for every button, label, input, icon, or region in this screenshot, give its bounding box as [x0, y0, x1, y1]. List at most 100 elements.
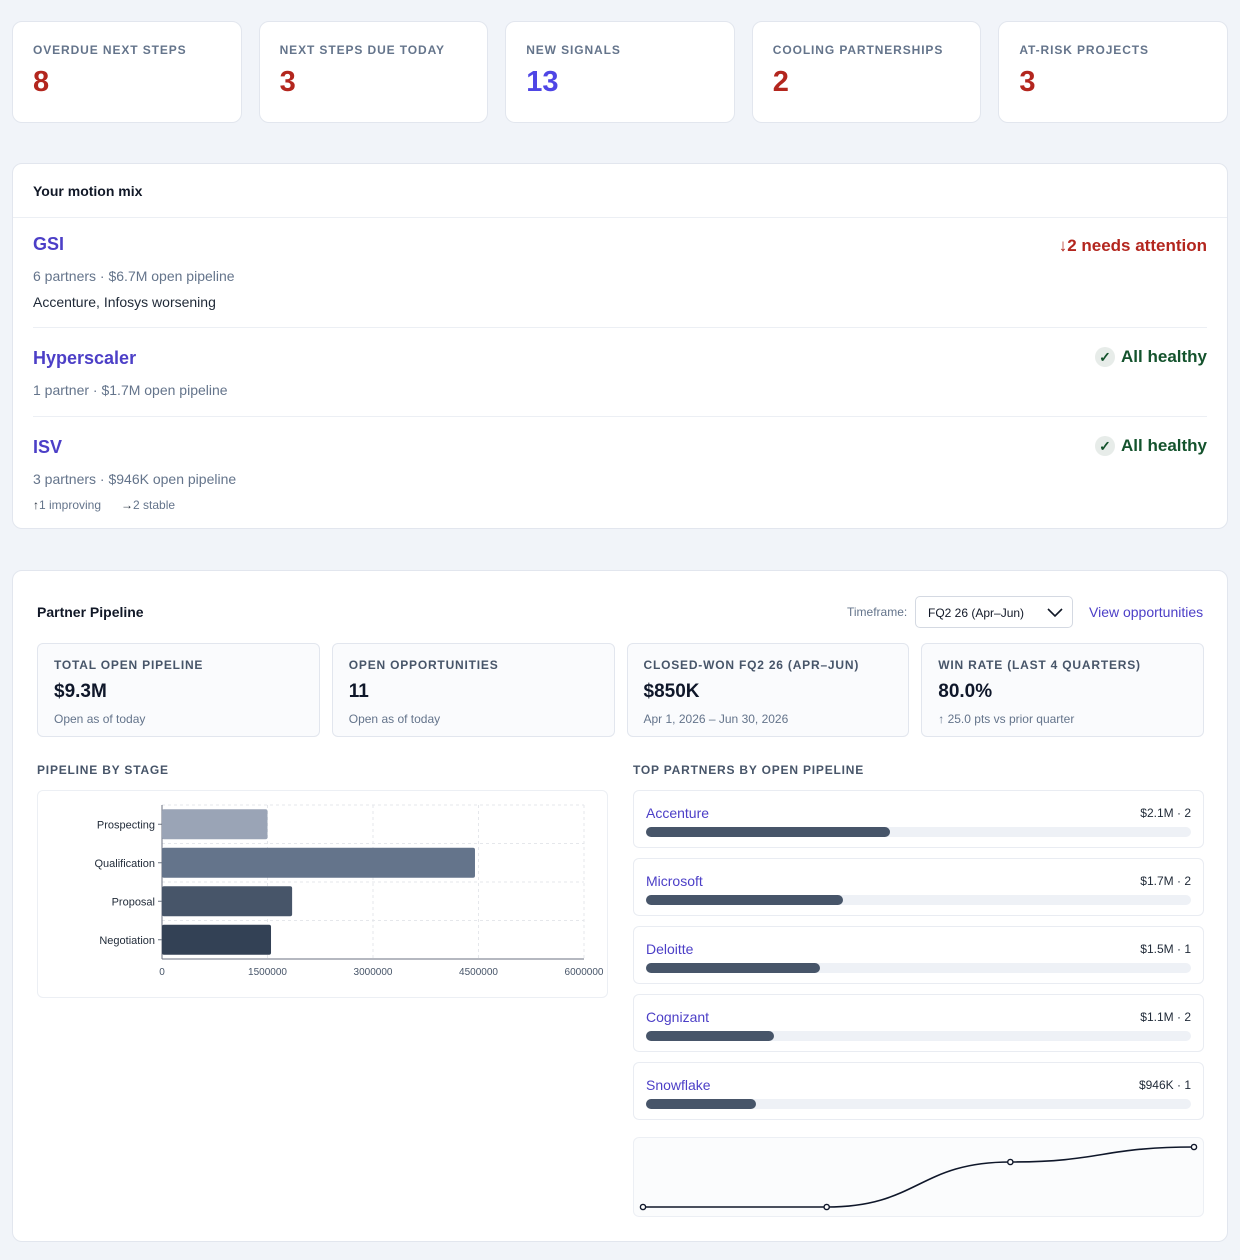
trend-stable: →2 stable: [121, 498, 175, 512]
kpi-card-cooling[interactable]: COOLING PARTNERSHIPS 2: [751, 21, 982, 123]
trend-stable-label: 2 stable: [133, 498, 176, 512]
motion-name[interactable]: ISV: [33, 437, 63, 457]
motion-status-group: ✓ All healthy: [1095, 347, 1207, 367]
partner-value: $1.7M · 2: [1140, 874, 1191, 888]
partner-row-accenture[interactable]: Accenture $2.1M · 2: [633, 790, 1204, 848]
top-partners-label: TOP PARTNERS BY OPEN PIPELINE: [633, 763, 865, 777]
partner-value: $1.1M · 2: [1140, 1010, 1191, 1024]
top-partners-list: Accenture $2.1M · 2 Microsoft $1.7M · 2 …: [633, 790, 1204, 1130]
partner-value: $2.1M · 2: [1140, 806, 1191, 820]
x-tick-label: 4500000: [459, 967, 498, 978]
trend-point[interactable]: [639, 1203, 647, 1211]
partner-name[interactable]: Cognizant: [646, 1009, 710, 1025]
motion-row-hyperscaler[interactable]: Hyperscaler ✓ All healthy 1 partner · $1…: [33, 328, 1207, 417]
partner-bar-fill: [646, 827, 890, 837]
motion-meta: 6 partners · $6.7M open pipeline: [33, 268, 235, 284]
partner-name[interactable]: Microsoft: [646, 873, 703, 889]
timeframe-select[interactable]: FQ2 26 (Apr–Jun): [915, 596, 1073, 628]
motion-name[interactable]: GSI: [33, 234, 65, 254]
pipeline-stats: TOTAL OPEN PIPELINE $9.3M Open as of tod…: [37, 643, 1204, 737]
bar-negotiation[interactable]: [162, 924, 272, 955]
kpi-value: 13: [526, 66, 559, 98]
partner-bar-track: [646, 1031, 1191, 1041]
x-tick-label: 0: [159, 967, 165, 978]
check-icon: ✓: [1095, 436, 1116, 456]
trend-point[interactable]: [1190, 1143, 1198, 1151]
kpi-value: 3: [279, 66, 296, 98]
partner-bar-fill: [646, 895, 844, 905]
trend-point[interactable]: [823, 1203, 830, 1211]
x-tick-label: 6000000: [565, 967, 604, 978]
y-tick-label: Prospecting: [97, 819, 155, 831]
partner-bar-fill: [646, 1099, 756, 1109]
partner-name[interactable]: Accenture: [646, 805, 710, 821]
motion-row-isv[interactable]: ISV ✓ All healthy 3 partners · $946K ope…: [33, 417, 1207, 529]
stat-value: $850K: [643, 681, 700, 702]
stat-sub: Open as of today: [348, 712, 441, 726]
pipeline-trend-chart: [633, 1137, 1204, 1217]
pipeline-by-stage-label: PIPELINE BY STAGE: [37, 763, 169, 777]
stat-sub: Apr 1, 2026 – Jun 30, 2026: [643, 712, 789, 726]
partner-bar-fill: [646, 1031, 774, 1041]
stat-value: $9.3M: [54, 681, 107, 702]
bar-proposal[interactable]: [162, 886, 293, 917]
kpi-label: AT-RISK PROJECTS: [1019, 43, 1149, 57]
stat-win-rate: WIN RATE (LAST 4 QUARTERS) 80.0% ↑ 25.0 …: [921, 643, 1204, 737]
partner-row-cognizant[interactable]: Cognizant $1.1M · 2: [633, 994, 1204, 1052]
y-tick-label: Qualification: [94, 858, 155, 870]
stat-sub: Open as of today: [54, 712, 146, 726]
motion-status: All healthy: [1121, 436, 1207, 455]
timeframe-value: FQ2 26 (Apr–Jun): [928, 606, 1025, 620]
kpi-card-due-today[interactable]: NEXT STEPS DUE TODAY 3: [258, 21, 489, 123]
trend-improving-label: 1 improving: [39, 498, 102, 512]
chevron-down-icon: [1047, 608, 1063, 618]
pipeline-title: Partner Pipeline: [37, 604, 144, 620]
motion-mix-title: Your motion mix: [13, 164, 1227, 218]
partner-row-deloitte[interactable]: Deloitte $1.5M · 1: [633, 926, 1204, 984]
y-tick-label: Negotiation: [99, 935, 155, 947]
trend-improving: ↑1 improving: [33, 498, 101, 512]
trend-line: [643, 1146, 1195, 1208]
stat-label: CLOSED-WON FQ2 26 (APR–JUN): [643, 658, 860, 672]
stat-total-open-pipeline: TOTAL OPEN PIPELINE $9.3M Open as of tod…: [37, 643, 320, 737]
stat-closed-won: CLOSED-WON FQ2 26 (APR–JUN) $850K Apr 1,…: [626, 643, 910, 737]
timeframe-label: Timeframe:: [847, 605, 908, 619]
motion-meta: 3 partners · $946K open pipeline: [33, 471, 237, 487]
motion-trends: ↑1 improving →2 stable: [33, 498, 175, 512]
partner-bar-track: [646, 895, 1191, 905]
stat-value: 80.0%: [938, 681, 993, 702]
partner-bar-fill: [646, 963, 820, 973]
motion-status: ↓2 needs attention: [1058, 236, 1207, 255]
partner-value: $1.5M · 1: [1140, 942, 1191, 956]
kpi-label: COOLING PARTNERSHIPS: [772, 43, 944, 57]
motion-note: Accenture, Infosys worsening: [33, 294, 216, 310]
partner-bar-track: [646, 963, 1191, 973]
partner-bar-track: [646, 827, 1191, 837]
motion-meta: 1 partner · $1.7M open pipeline: [33, 382, 228, 398]
partner-name[interactable]: Snowflake: [646, 1077, 711, 1093]
stat-open-opportunities: OPEN OPPORTUNITIES 11 Open as of today: [331, 643, 615, 737]
kpi-card-new-signals[interactable]: NEW SIGNALS 13: [505, 21, 735, 123]
kpi-row: OVERDUE NEXT STEPS 8 NEXT STEPS DUE TODA…: [12, 21, 1228, 123]
partner-row-snowflake[interactable]: Snowflake $946K · 1: [633, 1062, 1204, 1120]
bar-prospecting[interactable]: [162, 809, 268, 840]
motion-name[interactable]: Hyperscaler: [33, 348, 137, 368]
motion-row-gsi[interactable]: GSI ↓2 needs attention 6 partners · $6.7…: [33, 218, 1207, 328]
x-tick-label: 1500000: [248, 967, 287, 978]
stat-value: 11: [348, 681, 369, 702]
motion-status: All healthy: [1121, 347, 1207, 366]
stage-bar-chart: 0 1500000 3000000 4500000 6000000 Prospecting…: [94, 804, 604, 978]
motion-status-group: ✓ All healthy: [1095, 436, 1207, 456]
trend-point[interactable]: [1007, 1158, 1014, 1166]
partner-row-microsoft[interactable]: Microsoft $1.7M · 2: [633, 858, 1204, 916]
kpi-value: 8: [33, 66, 50, 98]
kpi-value: 2: [772, 66, 789, 98]
kpi-label: NEW SIGNALS: [526, 43, 621, 57]
partner-name[interactable]: Deloitte: [646, 941, 694, 957]
view-opportunities-link[interactable]: View opportunities: [1089, 604, 1204, 620]
kpi-card-overdue[interactable]: OVERDUE NEXT STEPS 8: [12, 21, 242, 123]
bar-qualification[interactable]: [162, 847, 475, 878]
kpi-card-at-risk[interactable]: AT-RISK PROJECTS 3: [998, 21, 1228, 123]
kpi-label: NEXT STEPS DUE TODAY: [279, 43, 445, 57]
motion-mix-card: Your motion mix GSI ↓2 needs attention 6…: [12, 163, 1228, 529]
